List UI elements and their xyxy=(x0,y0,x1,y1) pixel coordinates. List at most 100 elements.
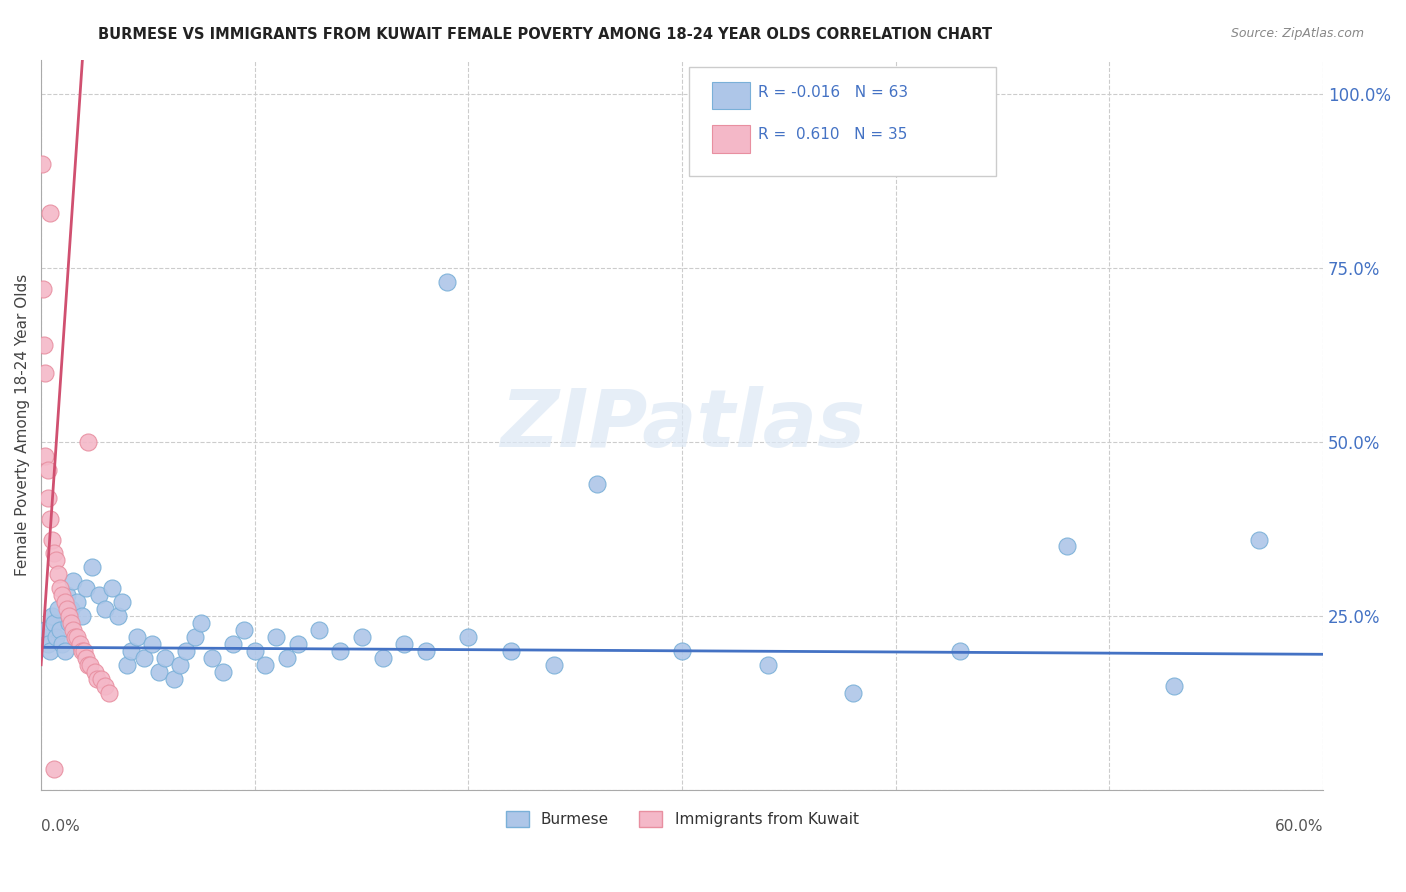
Point xyxy=(264,630,287,644)
Point xyxy=(1056,540,1078,554)
Text: 0.0%: 0.0% xyxy=(41,819,80,834)
Point xyxy=(127,630,149,644)
Legend: Burmese, Immigrants from Kuwait: Burmese, Immigrants from Kuwait xyxy=(499,805,865,833)
Point xyxy=(501,644,523,658)
Text: R = -0.016   N = 63: R = -0.016 N = 63 xyxy=(758,85,908,100)
Point xyxy=(37,463,59,477)
Point xyxy=(415,644,437,658)
Point xyxy=(276,650,298,665)
Point xyxy=(62,574,84,589)
Point xyxy=(49,623,72,637)
Point xyxy=(70,644,93,658)
Text: 60.0%: 60.0% xyxy=(1275,819,1323,834)
Point xyxy=(842,685,865,699)
FancyBboxPatch shape xyxy=(711,126,749,153)
Point xyxy=(69,637,91,651)
Point xyxy=(350,630,373,644)
Y-axis label: Female Poverty Among 18-24 Year Olds: Female Poverty Among 18-24 Year Olds xyxy=(15,274,30,576)
Point xyxy=(543,657,565,672)
Point xyxy=(148,665,170,679)
Point xyxy=(371,650,394,665)
Point xyxy=(162,672,184,686)
Point xyxy=(34,449,56,463)
Point xyxy=(83,665,105,679)
Point xyxy=(756,657,779,672)
Point xyxy=(31,157,53,171)
Point xyxy=(949,644,972,658)
FancyBboxPatch shape xyxy=(689,67,997,177)
Point xyxy=(42,615,65,630)
FancyBboxPatch shape xyxy=(711,81,749,109)
Point xyxy=(671,644,693,658)
Point xyxy=(53,644,76,658)
Point xyxy=(169,657,191,672)
Point xyxy=(308,623,330,637)
Point xyxy=(107,609,129,624)
Point xyxy=(394,637,416,651)
Point xyxy=(87,588,110,602)
Point xyxy=(82,560,104,574)
Point xyxy=(55,602,77,616)
Point xyxy=(79,657,101,672)
Point xyxy=(51,637,73,651)
Point xyxy=(86,672,108,686)
Point xyxy=(243,644,266,658)
Point xyxy=(254,657,277,672)
Text: Source: ZipAtlas.com: Source: ZipAtlas.com xyxy=(1230,27,1364,40)
Point xyxy=(46,602,69,616)
Point xyxy=(45,553,67,567)
Text: R =  0.610   N = 35: R = 0.610 N = 35 xyxy=(758,128,907,143)
Point xyxy=(41,533,63,547)
Point xyxy=(132,650,155,665)
Point xyxy=(38,205,60,219)
Text: BURMESE VS IMMIGRANTS FROM KUWAIT FEMALE POVERTY AMONG 18-24 YEAR OLDS CORRELATI: BURMESE VS IMMIGRANTS FROM KUWAIT FEMALE… xyxy=(98,27,993,42)
Point xyxy=(75,650,97,665)
Point xyxy=(190,615,212,630)
Point xyxy=(233,623,256,637)
Point xyxy=(62,623,84,637)
Point xyxy=(98,685,121,699)
Point xyxy=(32,282,55,296)
Point xyxy=(1247,533,1270,547)
Point xyxy=(222,637,245,651)
Point xyxy=(32,630,55,644)
Point xyxy=(34,338,56,352)
Point xyxy=(34,623,56,637)
Point xyxy=(37,637,59,651)
Point xyxy=(176,644,198,658)
Point xyxy=(38,644,60,658)
Point xyxy=(37,491,59,505)
Point xyxy=(1163,679,1185,693)
Point xyxy=(55,588,77,602)
Point xyxy=(111,595,134,609)
Point xyxy=(211,665,233,679)
Point xyxy=(45,630,67,644)
Point xyxy=(90,672,112,686)
Point xyxy=(73,644,96,658)
Point xyxy=(60,602,83,616)
Point xyxy=(100,581,122,595)
Point xyxy=(436,275,458,289)
Point xyxy=(58,609,80,624)
Point xyxy=(585,476,607,491)
Point xyxy=(94,679,117,693)
Point xyxy=(60,615,83,630)
Point xyxy=(120,644,142,658)
Point xyxy=(46,567,69,582)
Point xyxy=(457,630,479,644)
Point xyxy=(66,595,89,609)
Point xyxy=(58,615,80,630)
Point xyxy=(41,609,63,624)
Point xyxy=(77,657,100,672)
Point xyxy=(38,511,60,525)
Point xyxy=(34,366,56,380)
Point xyxy=(329,644,352,658)
Point xyxy=(70,609,93,624)
Text: ZIPatlas: ZIPatlas xyxy=(499,385,865,464)
Point xyxy=(77,435,100,450)
Point xyxy=(49,581,72,595)
Point xyxy=(65,630,87,644)
Point xyxy=(287,637,309,651)
Point xyxy=(51,588,73,602)
Point xyxy=(184,630,207,644)
